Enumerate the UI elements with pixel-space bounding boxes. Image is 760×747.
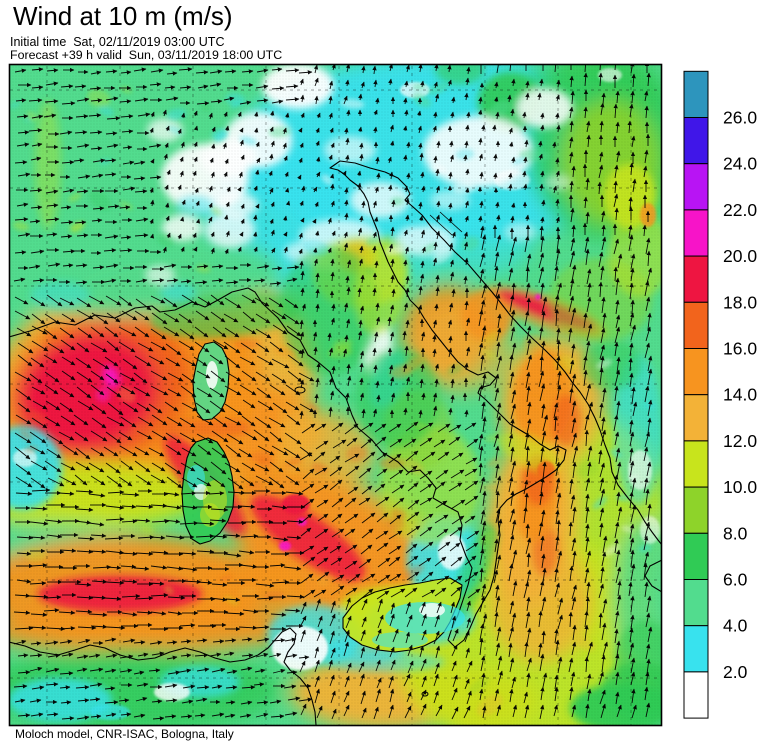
- svg-text:12.0: 12.0: [723, 431, 757, 451]
- svg-text:20.0: 20.0: [723, 246, 757, 266]
- svg-text:14.0: 14.0: [723, 385, 757, 405]
- svg-text:4.0: 4.0: [723, 616, 748, 636]
- svg-text:18.0: 18.0: [723, 292, 757, 312]
- svg-text:8.0: 8.0: [723, 523, 748, 543]
- svg-text:24.0: 24.0: [723, 154, 757, 174]
- svg-text:6.0: 6.0: [723, 570, 748, 590]
- svg-text:10.0: 10.0: [723, 477, 757, 497]
- svg-text:26.0: 26.0: [723, 108, 757, 128]
- svg-text:16.0: 16.0: [723, 339, 757, 359]
- svg-text:2.0: 2.0: [723, 662, 748, 682]
- svg-text:22.0: 22.0: [723, 200, 757, 220]
